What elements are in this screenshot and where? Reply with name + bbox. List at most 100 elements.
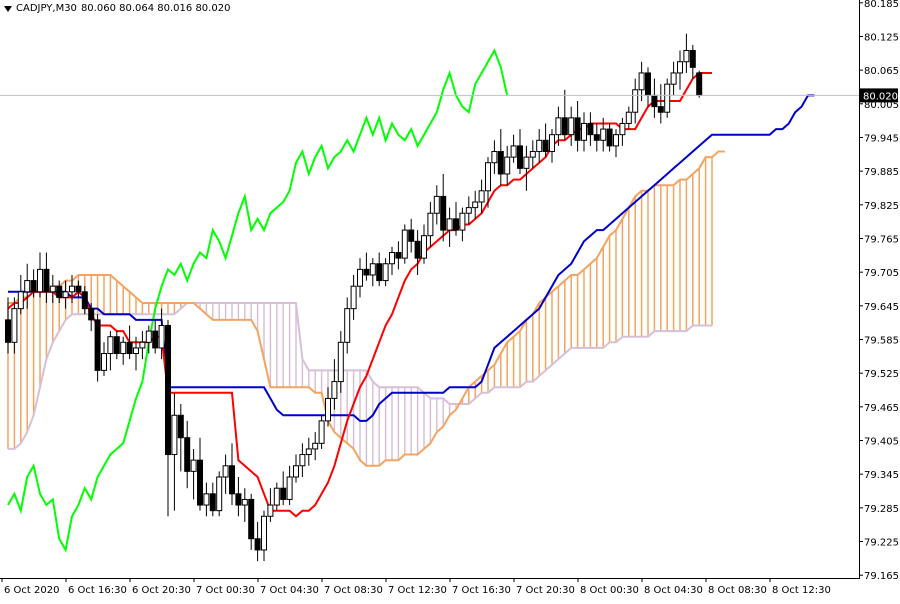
candle-body bbox=[62, 291, 69, 298]
x-tick-label: 7 Oct 04:30 bbox=[260, 585, 319, 596]
candle-body bbox=[209, 493, 216, 512]
y-tick-label: 79.405 bbox=[864, 437, 899, 448]
y-tick-label: 79.285 bbox=[864, 504, 899, 515]
candle-body bbox=[299, 454, 306, 467]
y-tick-label: 80.065 bbox=[864, 66, 899, 77]
candle-body bbox=[568, 117, 575, 136]
candle-body bbox=[261, 515, 267, 551]
y-tick-label: 79.645 bbox=[864, 302, 899, 313]
candle-body bbox=[312, 442, 319, 450]
y-tick-label: 79.885 bbox=[864, 167, 899, 178]
candle-body bbox=[139, 341, 146, 349]
candle-body bbox=[510, 145, 517, 158]
candle-body bbox=[337, 341, 344, 383]
candle-body bbox=[305, 448, 312, 456]
candle-body bbox=[113, 336, 120, 355]
candle-body bbox=[69, 285, 75, 293]
candle-body bbox=[120, 341, 127, 355]
candle-body bbox=[587, 122, 594, 136]
candle-body bbox=[485, 162, 491, 192]
candle-body bbox=[5, 319, 11, 343]
candle-body bbox=[606, 128, 613, 147]
candle-body bbox=[613, 134, 619, 147]
x-tick-label: 7 Oct 00:30 bbox=[196, 585, 255, 596]
candle-body bbox=[241, 498, 248, 506]
x-axis: 6 Oct 2020 6 Oct 16:30 6 Oct 20:30 7 Oct 00… bbox=[1, 578, 831, 596]
x-tick-label: 8 Oct 12:30 bbox=[772, 585, 831, 596]
candle-body bbox=[363, 268, 370, 276]
candle-body bbox=[11, 308, 18, 343]
candle-body bbox=[88, 308, 95, 321]
candle-body bbox=[459, 212, 466, 231]
candle-body bbox=[421, 235, 427, 259]
y-axis: 80.185 80.125 80.065 80.005 79.945 79.885 79.8… bbox=[859, 0, 899, 582]
candle-body bbox=[331, 381, 338, 399]
candle-body bbox=[504, 156, 511, 175]
candle-body bbox=[549, 134, 555, 153]
candle-body bbox=[30, 280, 37, 293]
x-tick-label: 6 Oct 16:30 bbox=[68, 585, 127, 596]
candle-body bbox=[344, 308, 351, 343]
candle-body bbox=[24, 280, 31, 293]
candle-body bbox=[248, 498, 255, 540]
candle-body bbox=[414, 240, 421, 259]
dropdown-triangle-icon[interactable] bbox=[4, 5, 12, 12]
y-tick-label: 79.765 bbox=[864, 234, 899, 245]
chikou-span-line bbox=[7, 48, 509, 553]
candle-body bbox=[382, 263, 389, 282]
y-tick-label: 79.945 bbox=[864, 133, 899, 144]
candle-body bbox=[325, 397, 331, 422]
y-tick-label: 79.345 bbox=[864, 470, 899, 481]
candle-body bbox=[696, 72, 703, 96]
candle-body bbox=[664, 83, 671, 113]
candle-body bbox=[670, 72, 677, 85]
candle-body bbox=[158, 324, 165, 349]
y-tick-label: 79.225 bbox=[864, 538, 899, 549]
candle-body bbox=[453, 218, 459, 231]
y-tick-label: 80.185 bbox=[864, 0, 899, 10]
chart-header: CADJPY,M30 80.060 80.064 80.016 80.020 bbox=[4, 3, 230, 14]
candle-body bbox=[376, 263, 383, 282]
current-price-tag-text: 80.020 bbox=[863, 91, 898, 102]
candle-body bbox=[293, 465, 299, 478]
candle-body bbox=[81, 291, 88, 310]
candle-body bbox=[280, 487, 287, 500]
candle-body bbox=[683, 50, 690, 63]
candle-body bbox=[478, 190, 485, 203]
candle-body bbox=[472, 201, 479, 209]
candle-body bbox=[401, 229, 408, 259]
candle-body bbox=[408, 229, 415, 242]
candle-body bbox=[235, 493, 242, 506]
ichimoku-cloud bbox=[7, 150, 725, 467]
candle-body bbox=[427, 212, 434, 237]
y-tick-label: 79.165 bbox=[864, 571, 899, 582]
x-tick-label: 6 Oct 2020 bbox=[4, 585, 59, 596]
x-tick-label: 7 Oct 12:30 bbox=[388, 585, 447, 596]
candle-body bbox=[318, 420, 325, 444]
candle-body bbox=[350, 285, 357, 310]
candle-body bbox=[440, 195, 447, 231]
senkou-span-a-line bbox=[8, 150, 725, 467]
candle-body bbox=[581, 122, 587, 141]
candle-body bbox=[555, 117, 562, 136]
candle-body bbox=[523, 156, 530, 169]
candle-body bbox=[619, 122, 626, 136]
candle-body bbox=[273, 487, 280, 506]
tenkan-sen-line bbox=[7, 72, 712, 518]
candle-body bbox=[216, 476, 223, 512]
x-tick-label: 7 Oct 08:30 bbox=[324, 585, 383, 596]
x-tick-label: 8 Oct 04:30 bbox=[644, 585, 703, 596]
current-price-tag: 80.020 bbox=[860, 88, 898, 103]
candle-body bbox=[632, 89, 639, 113]
candle-body bbox=[677, 61, 683, 74]
candle-body bbox=[645, 72, 651, 96]
candle-body bbox=[222, 465, 229, 478]
candle-body bbox=[171, 414, 178, 456]
candle-body bbox=[536, 139, 543, 153]
candle-body bbox=[542, 139, 549, 153]
y-tick-label: 80.005 bbox=[864, 100, 899, 111]
y-tick-label: 79.465 bbox=[864, 403, 899, 414]
candle-body bbox=[177, 414, 184, 439]
